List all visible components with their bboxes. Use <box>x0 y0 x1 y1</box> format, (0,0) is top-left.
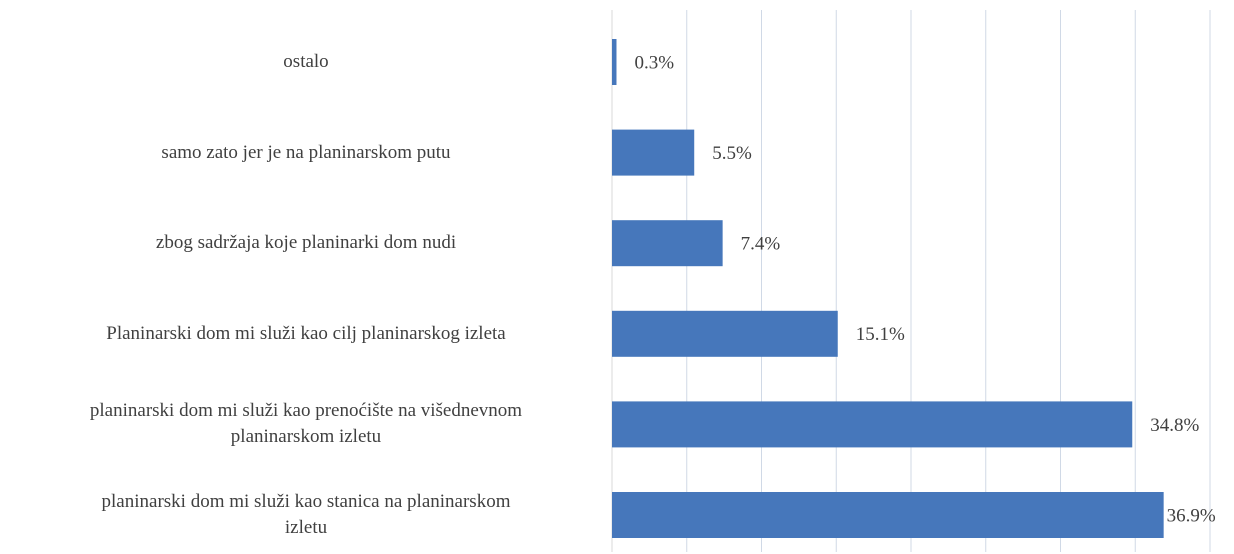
data-label: 5.5% <box>712 143 752 164</box>
bar <box>612 129 695 176</box>
category-label: zbog sadržaja koje planinarki dom nudi <box>155 232 457 254</box>
bar <box>612 220 723 267</box>
data-label: 34.8% <box>1150 415 1199 436</box>
bar <box>612 39 617 85</box>
category-label: Planinarski dom mi služi kao cilj planin… <box>106 322 506 344</box>
category-label: ostalo <box>283 51 329 72</box>
bar <box>612 401 1133 448</box>
data-label: 7.4% <box>741 234 781 255</box>
data-label: 36.9% <box>1167 505 1216 526</box>
category-label: planinarski dom mi služi kao stanica na … <box>101 491 511 538</box>
bar <box>612 310 838 357</box>
data-label: 15.1% <box>856 324 905 345</box>
category-label: samo zato jer je na planinarskom putu <box>161 141 451 163</box>
category-label: planinarski dom mi služi kao prenoćište … <box>89 400 523 448</box>
data-label: 0.3% <box>634 52 674 73</box>
bar <box>612 492 1164 538</box>
